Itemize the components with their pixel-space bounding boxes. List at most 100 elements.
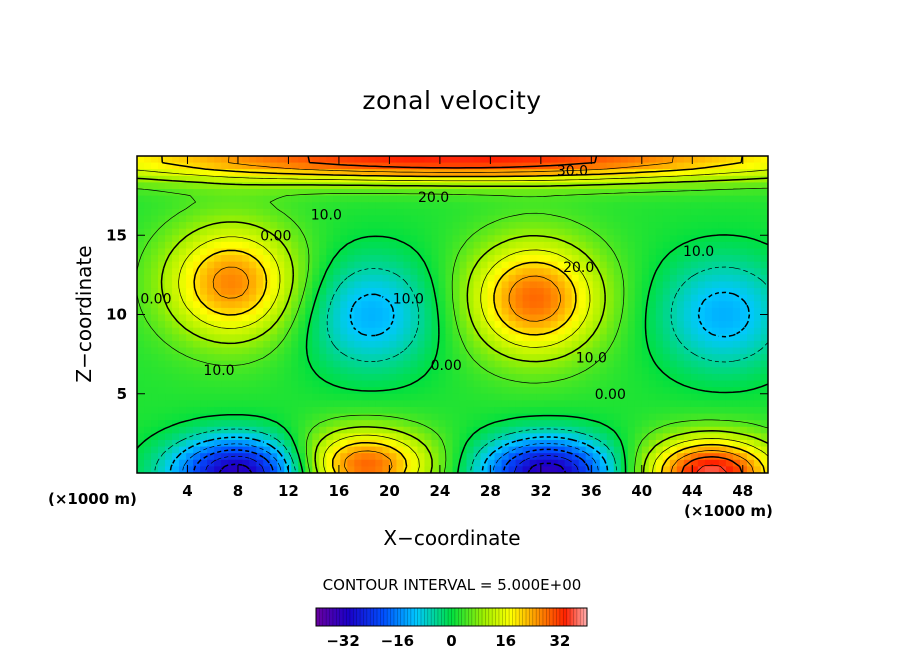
heatmap-cell: [165, 156, 173, 164]
heatmap-cell: [319, 327, 327, 335]
heatmap-cell: [368, 413, 376, 421]
heatmap-cell: [515, 175, 524, 184]
heatmap-cell: [620, 195, 629, 203]
heatmap-cell: [165, 327, 173, 335]
heatmap-cell: [739, 241, 748, 250]
heatmap-cell: [683, 268, 692, 276]
heatmap-cell: [494, 195, 503, 203]
heatmap-cell: [571, 261, 580, 269]
heatmap-cell: [186, 248, 194, 256]
heatmap-cell: [452, 288, 461, 296]
heatmap-cell: [459, 400, 468, 408]
heatmap-cell: [368, 406, 376, 415]
heatmap-cell: [291, 327, 299, 335]
heatmap-cell: [235, 189, 243, 197]
heatmap-cell: [431, 162, 440, 170]
heatmap-cell: [662, 288, 671, 296]
heatmap-cell: [508, 208, 517, 217]
heatmap-cell: [361, 294, 369, 302]
heatmap-cell: [704, 413, 713, 421]
heatmap-cell: [725, 420, 734, 428]
heatmap-cell: [641, 420, 650, 428]
heatmap-cell: [228, 274, 236, 283]
heatmap-cell: [151, 400, 159, 408]
heatmap-cell: [557, 255, 566, 263]
heatmap-cell: [452, 274, 461, 283]
heatmap-cell: [193, 182, 201, 190]
heatmap-cell: [529, 439, 538, 448]
heatmap-cell: [718, 380, 727, 388]
heatmap-cell: [165, 314, 173, 322]
heatmap-cell: [438, 380, 447, 388]
heatmap-cell: [396, 228, 405, 236]
heatmap-cell: [375, 195, 383, 203]
heatmap-cell: [193, 156, 201, 164]
heatmap-cell: [571, 169, 580, 177]
heatmap-cell: [648, 373, 657, 382]
heatmap-cell: [648, 235, 657, 243]
heatmap-cell: [193, 307, 201, 316]
heatmap-cell: [725, 189, 734, 197]
heatmap-cell: [606, 393, 615, 401]
heatmap-cell: [571, 208, 580, 217]
heatmap-cell: [375, 347, 383, 355]
heatmap-cell: [718, 255, 727, 263]
heatmap-cell: [214, 439, 222, 448]
heatmap-cell: [599, 169, 608, 177]
heatmap-cell: [753, 294, 762, 302]
heatmap-cell: [620, 347, 629, 355]
heatmap-cell: [284, 189, 292, 197]
heatmap-cell: [648, 288, 657, 296]
heatmap-cell: [368, 156, 376, 164]
heatmap-cell: [424, 413, 433, 421]
heatmap-cell: [431, 347, 440, 355]
heatmap-cell: [543, 413, 552, 421]
heatmap-cell: [270, 459, 278, 467]
heatmap-cell: [305, 235, 313, 243]
heatmap-cell: [319, 373, 327, 382]
heatmap-cell: [613, 241, 622, 250]
heatmap-cell: [340, 307, 348, 316]
heatmap-cell: [557, 439, 566, 448]
heatmap-cell: [662, 202, 671, 210]
heatmap-cell: [445, 162, 454, 170]
heatmap-cell: [564, 307, 573, 316]
heatmap-cell: [340, 393, 348, 401]
heatmap-cell: [172, 321, 180, 329]
heatmap-cell: [375, 334, 383, 342]
heatmap-cell: [606, 235, 615, 243]
heatmap-cell: [606, 327, 615, 335]
heatmap-cell: [753, 281, 762, 289]
heatmap-cell: [746, 360, 755, 368]
heatmap-cell: [543, 195, 552, 203]
heatmap-cell: [508, 439, 517, 448]
heatmap-cell: [305, 274, 313, 283]
heatmap-cell: [221, 235, 229, 243]
heatmap-cell: [256, 175, 264, 184]
heatmap-cell: [543, 307, 552, 316]
contour-line: [307, 156, 743, 473]
heatmap-cell: [711, 189, 720, 197]
heatmap-cell: [270, 360, 278, 368]
heatmap-cell: [683, 169, 692, 177]
heatmap-cell: [340, 248, 348, 256]
heatmap-cell: [403, 162, 412, 170]
heatmap-cell: [347, 189, 355, 197]
heatmap-cell: [326, 314, 334, 322]
heatmap-cell: [459, 347, 468, 355]
heatmap-cell: [732, 156, 741, 164]
heatmap-cell: [473, 261, 482, 269]
heatmap-cell: [354, 459, 362, 467]
heatmap-cell: [669, 156, 678, 164]
heatmap-cell: [221, 380, 229, 388]
heatmap-cell: [298, 169, 306, 177]
heatmap-cell: [186, 387, 194, 395]
heatmap-cell: [557, 400, 566, 408]
heatmap-cell: [494, 274, 503, 283]
heatmap-cell: [606, 241, 615, 250]
heatmap-cell: [732, 373, 741, 382]
heatmap-cell: [319, 354, 327, 362]
heatmap-cell: [214, 294, 222, 302]
heatmap-cell: [214, 307, 222, 316]
heatmap-cell: [725, 354, 734, 362]
